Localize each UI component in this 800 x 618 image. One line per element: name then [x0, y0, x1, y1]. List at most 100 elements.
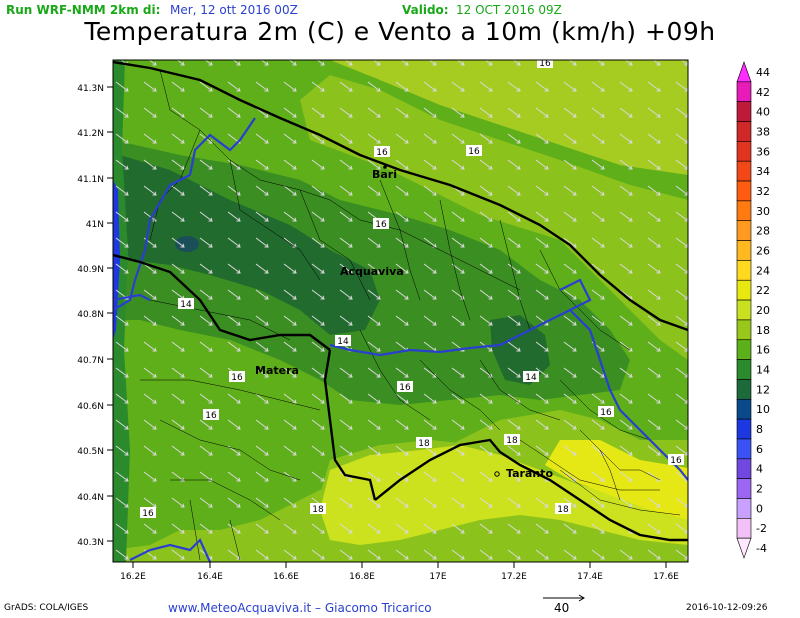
colorbar-swatch	[736, 121, 752, 142]
valid-label: Valido:	[402, 3, 449, 17]
timestamp: 2016-10-12-09:26	[686, 603, 768, 613]
contour-labels: 16 16 16 16 14 14 14 16 16 16 16 16 18 1…	[140, 59, 684, 519]
colorbar-label: 38	[756, 125, 770, 138]
colorbar-swatch	[736, 537, 752, 559]
colorbar-label: 2	[756, 483, 763, 496]
colorbar-label: 24	[756, 264, 770, 277]
lon-label: 16.8E	[349, 572, 375, 582]
colorbar-swatch	[736, 379, 752, 400]
colorbar-swatch	[736, 458, 752, 479]
lon-label: 17.4E	[577, 572, 603, 582]
lon-label: 16.2E	[120, 572, 146, 582]
grads-credit: GrADS: COLA/IGES	[4, 603, 89, 613]
lat-label: 41.1N	[77, 175, 104, 185]
colorbar-label: 8	[756, 423, 763, 436]
city-marker-bari	[383, 165, 387, 169]
colorbar-label: 18	[756, 324, 770, 337]
city-label-acquaviva: Acquaviva	[340, 265, 404, 278]
contour-label: 16	[399, 383, 411, 393]
lat-label: 40.4N	[77, 493, 104, 503]
contour-label: 16	[205, 411, 217, 421]
city-labels: Bari Acquaviva Matera Taranto	[255, 165, 553, 480]
colorbar-label: 10	[756, 403, 770, 416]
colorbar-swatch	[736, 299, 752, 321]
colorbar-label: 34	[756, 165, 770, 178]
colorbar-label: 36	[756, 145, 770, 158]
colorbar-label: 30	[756, 205, 770, 218]
colorbar-swatch	[736, 160, 752, 182]
city-marker-matera	[256, 366, 260, 370]
lat-label: 40.8N	[77, 310, 104, 320]
lat-label: 41.2N	[77, 129, 104, 139]
contour-label: 16	[670, 456, 682, 466]
city-label-taranto: Taranto	[506, 467, 553, 480]
colorbar-label: 28	[756, 225, 770, 238]
longitude-axis: 16.2E 16.4E 16.6E 16.8E 17E 17.2E 17.4E …	[120, 562, 679, 582]
contour-label: 18	[557, 505, 569, 515]
lon-label: 17.6E	[653, 572, 679, 582]
colorbar-label: 4	[756, 463, 763, 476]
colorbar-label: 22	[756, 284, 770, 297]
run-date: Mer, 12 ott 2016 00Z	[170, 3, 298, 17]
colorbar-label: 6	[756, 443, 763, 456]
lon-label: 17.2E	[501, 572, 527, 582]
colorbar-swatch	[736, 418, 752, 440]
lon-ticks	[132, 562, 667, 568]
colorbar-swatch	[736, 240, 752, 261]
lon-label: 16.4E	[197, 572, 223, 582]
contour-label: 16	[142, 509, 154, 519]
colorbar: 4442403836343230282624222018161412108642…	[736, 61, 770, 559]
lat-label: 40.9N	[77, 265, 104, 275]
city-marker-taranto	[494, 471, 500, 477]
colorbar-label: -2	[756, 522, 767, 535]
colorbar-label: 26	[756, 244, 770, 257]
vector-scale-label: 40	[554, 601, 570, 615]
contour-label: 18	[312, 505, 324, 515]
lat-label: 41N	[86, 220, 104, 230]
wind-vectors	[113, 60, 688, 562]
plot-frame	[112, 59, 689, 563]
lat-label: 40.3N	[77, 538, 104, 548]
colorbar-label: 40	[756, 106, 770, 119]
colorbar-swatch	[736, 498, 752, 519]
colorbar-label: 14	[756, 364, 770, 377]
lat-label: 40.7N	[77, 356, 104, 366]
colorbar-label: -4	[756, 542, 767, 555]
run-label: Run WRF-NMM 2km di:	[6, 3, 161, 17]
colorbar-swatch	[736, 200, 752, 222]
lat-label: 40.6N	[77, 402, 104, 412]
colorbar-label: 16	[756, 344, 770, 357]
contour-label: 16	[231, 373, 243, 383]
city-label-bari: Bari	[372, 168, 397, 181]
municipal-borders	[140, 69, 681, 561]
colorbar-swatch	[736, 398, 752, 420]
colorbar-label: 42	[756, 86, 770, 99]
colorbar-label: 44	[756, 66, 770, 79]
colorbar-swatch	[736, 319, 752, 341]
latitude-axis: 41.3N 41.2N 41.1N 41N 40.9N 40.8N 40.7N …	[77, 84, 113, 548]
colorbar-label: 12	[756, 383, 770, 396]
contour-label: 16	[539, 59, 551, 69]
map-plot-area: 16 16 16 16 14 14 14 16 16 16 16 16 18 1…	[113, 59, 688, 562]
colorbar-swatch	[736, 438, 752, 460]
colorbar-swatch	[736, 141, 752, 162]
colorbar-label: 32	[756, 185, 770, 198]
colorbar-swatch	[736, 478, 752, 499]
lon-label: 17E	[429, 572, 446, 582]
colorbar-swatch	[736, 81, 752, 102]
colorbar-swatch	[736, 61, 752, 83]
lat-label: 40.5N	[77, 447, 104, 457]
colorbar-label: 20	[756, 304, 770, 317]
lat-label: 41.3N	[77, 84, 104, 94]
contour-label: 16	[375, 220, 387, 230]
city-label-matera: Matera	[255, 364, 299, 377]
colorbar-swatch	[736, 180, 752, 202]
lon-label: 16.6E	[273, 572, 299, 582]
colorbar-swatch	[736, 518, 752, 539]
contour-label: 14	[180, 300, 192, 310]
contour-label: 18	[418, 439, 430, 449]
site-credit: www.MeteoAcquaviva.it – Giacomo Tricaric…	[168, 601, 432, 615]
colorbar-swatch	[736, 220, 752, 241]
map-title: Temperatura 2m (C) e Vento a 10m (km/h) …	[84, 17, 716, 46]
